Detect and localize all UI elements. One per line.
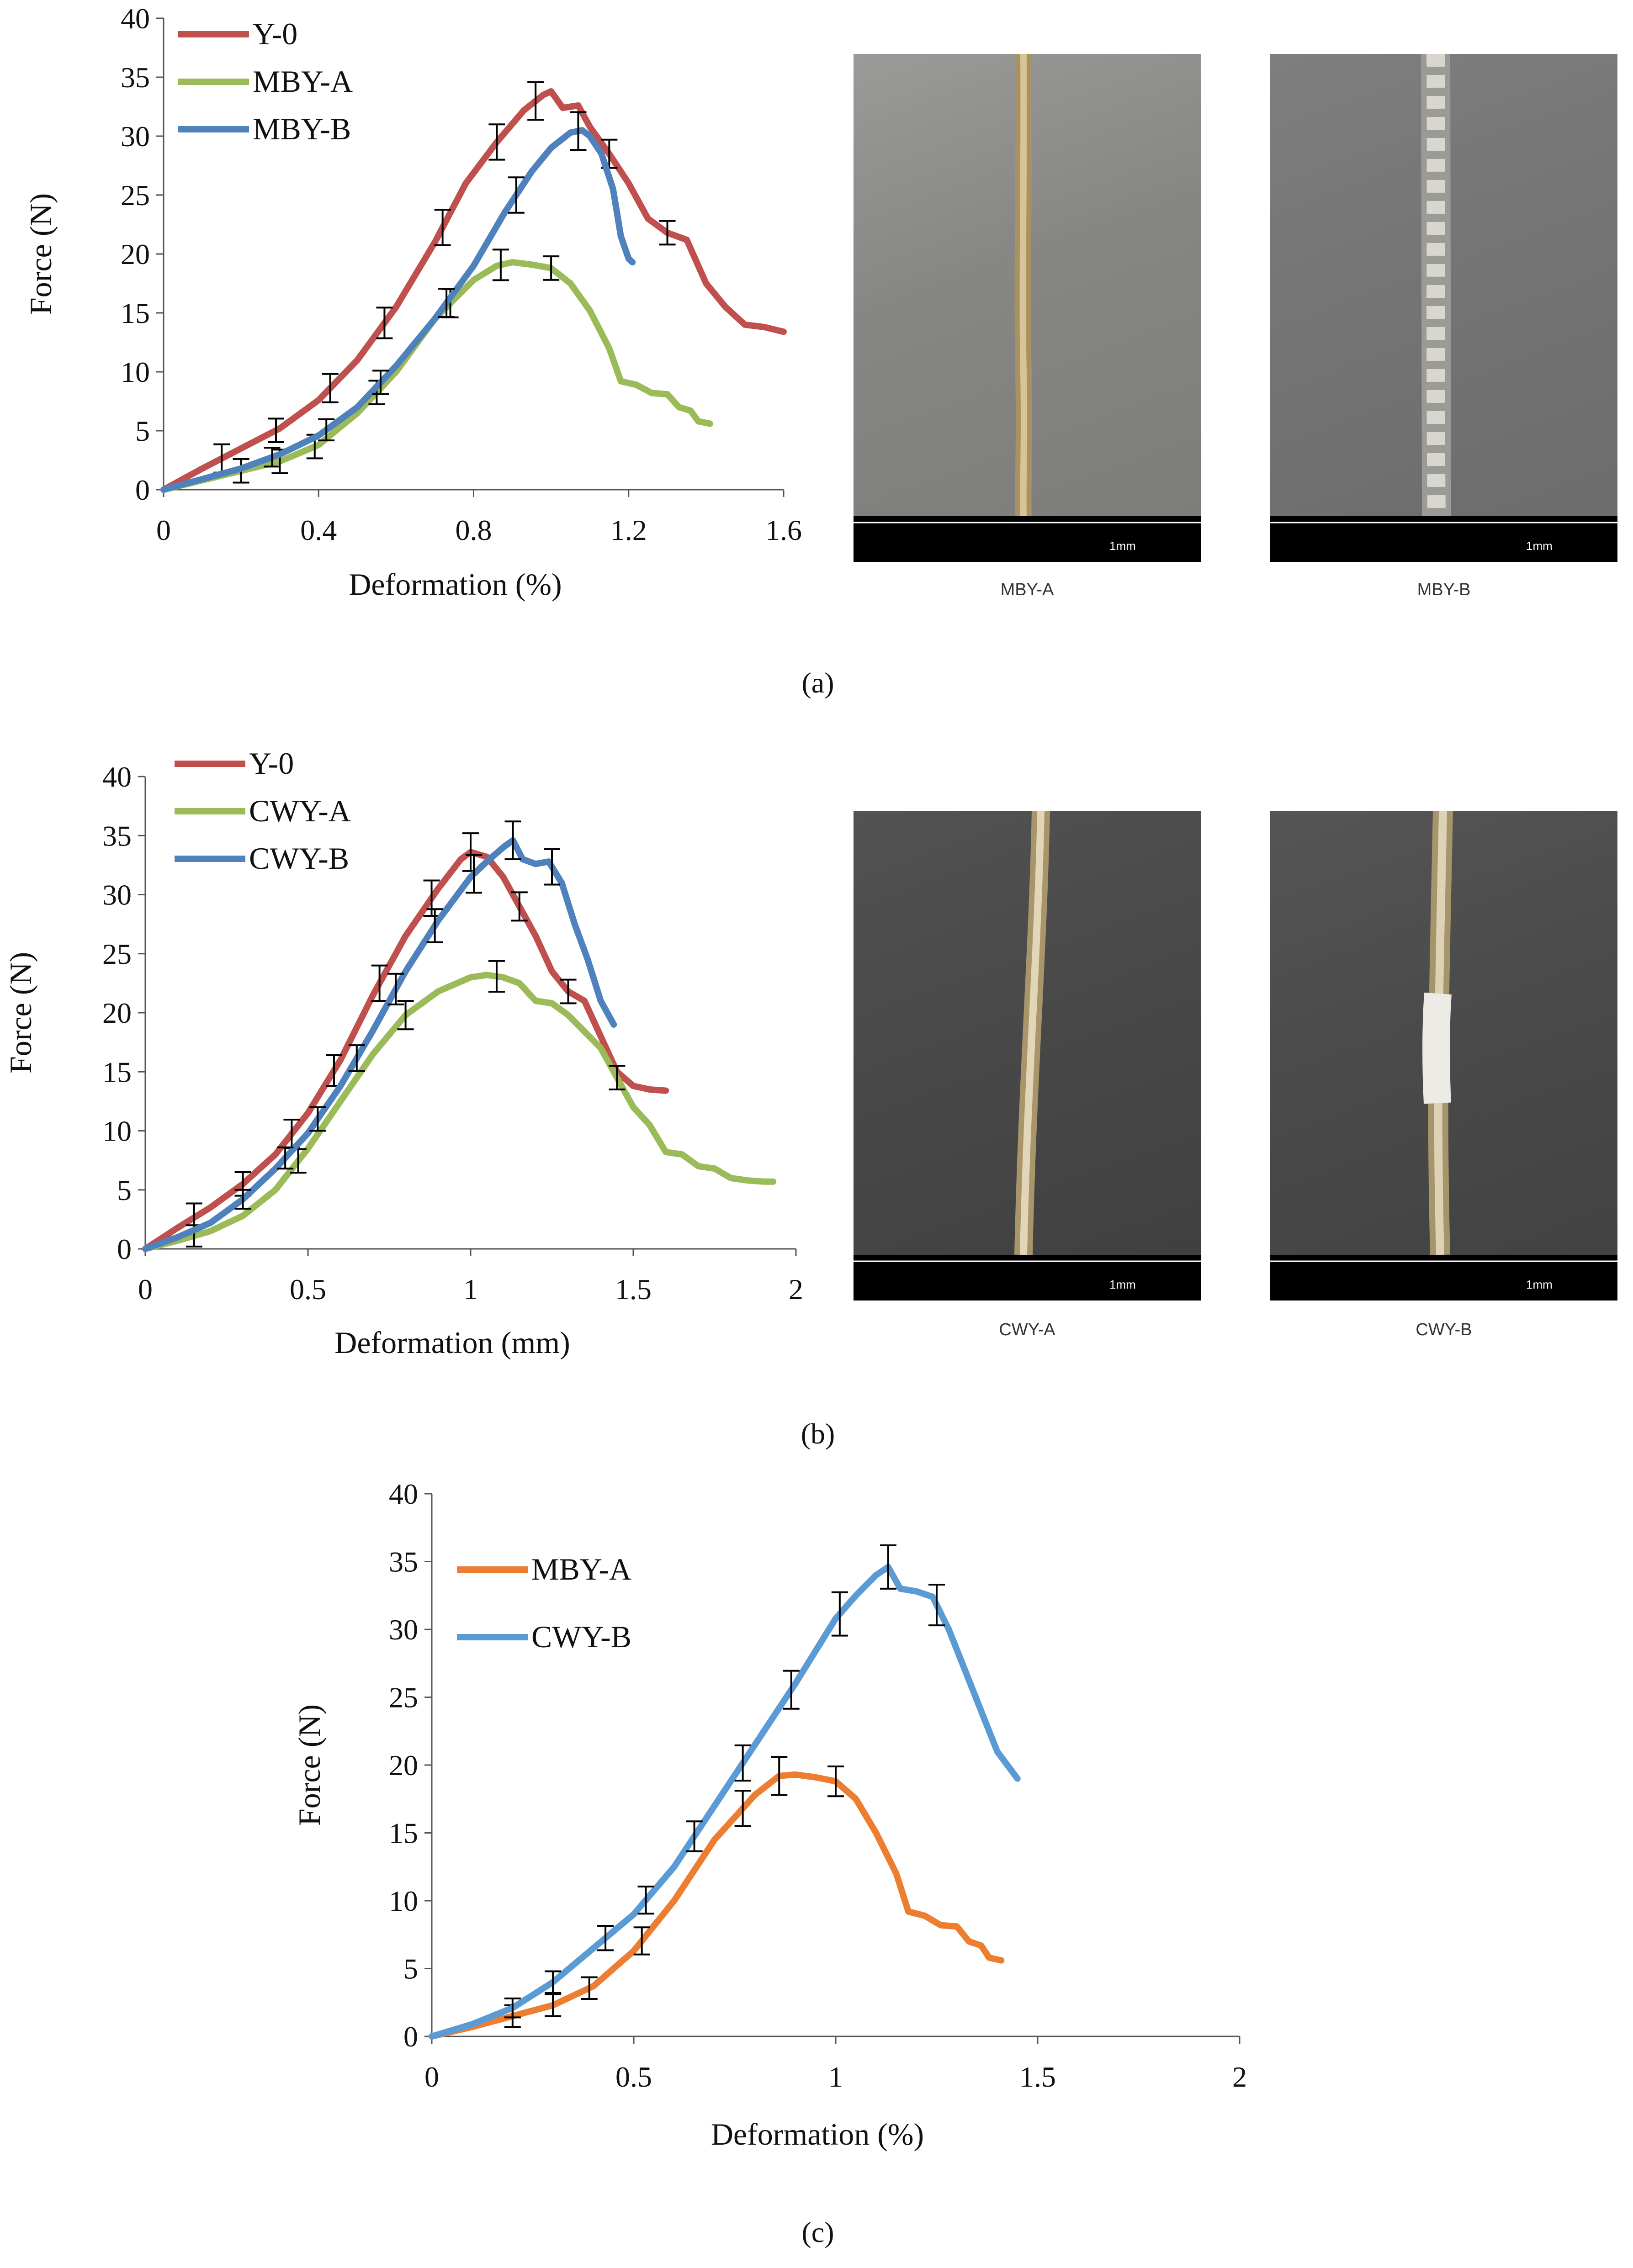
scale-bar-b1: 1mm — [854, 1255, 1201, 1301]
x-tick-label: 1 — [828, 2061, 843, 2093]
x-tick-label: 0 — [138, 1273, 153, 1306]
legend-label: CWY-B — [249, 841, 349, 876]
y-tick-label: 20 — [102, 997, 132, 1029]
series-line-cwy-b — [142, 837, 617, 1252]
yarn-image-mby-b — [1421, 54, 1451, 516]
y-tick-label: 40 — [102, 761, 132, 793]
y-axis-label: Force (N) — [292, 1704, 327, 1826]
y-tick-label: 20 — [389, 1749, 418, 1782]
legend-label: MBY-A — [253, 64, 353, 99]
chart-a: 0 5 10 15 20 25 30 35 40 0 0.4 0.8 1.2 1.6 Deformation… — [23, 2, 802, 602]
scale-label: 1mm — [1109, 1278, 1136, 1291]
x-tick-label: 0 — [424, 2061, 439, 2093]
x-tick-label: 0.5 — [290, 1273, 326, 1306]
photo-label-cwy-a: CWY-A — [999, 1320, 1055, 1339]
y-tick-label: 40 — [389, 1478, 418, 1510]
y-tick-label: 5 — [135, 415, 150, 447]
y-axis-label: Force (N) — [3, 952, 38, 1073]
x-tick-label: 2 — [1232, 2061, 1247, 2093]
y-tick-label: 25 — [121, 179, 150, 211]
y-tick-label: 5 — [117, 1174, 132, 1206]
legend-label: MBY-A — [531, 1552, 631, 1586]
legend-label: CWY-B — [531, 1619, 631, 1654]
y-tick-label: 0 — [403, 2020, 418, 2053]
y-tick-label: 35 — [121, 61, 150, 94]
legend-label: Y-0 — [249, 746, 294, 781]
photo-label-mby-a: MBY-A — [1000, 580, 1054, 599]
legend-label: Y-0 — [253, 16, 297, 51]
y-tick-label: 30 — [102, 879, 132, 911]
caption-a: (a) — [801, 666, 834, 699]
yarn-image-cwy-a — [1014, 811, 1050, 1255]
series-line-mby-a — [160, 259, 713, 493]
caption-b: (b) — [801, 1417, 835, 1450]
photo-label-mby-b: MBY-B — [1417, 580, 1471, 599]
yarn-image-cwy-b — [1422, 811, 1453, 1255]
x-tick-label: 1.5 — [1019, 2061, 1056, 2093]
caption-c: (c) — [801, 2216, 834, 2248]
photo-mby-a — [854, 54, 1201, 516]
series-line-mby-b — [160, 127, 636, 493]
series-line-y-0 — [160, 88, 787, 493]
chart-b: 0 5 10 15 20 25 30 35 40 0 0.5 1 1.5 2 Deformation (mm… — [3, 746, 803, 1360]
x-tick-label: 1.2 — [610, 514, 647, 546]
series-line-mby-a — [429, 1771, 1005, 2040]
scale-label: 1mm — [1109, 539, 1136, 553]
scale-label: 1mm — [1526, 539, 1553, 553]
chart-c: 0 5 10 15 20 25 30 35 40 0 0.5 1 1.5 2 Deformation (%)… — [292, 1478, 1247, 2152]
series-line-cwy-b — [429, 1564, 1021, 2040]
legend-label: MBY-B — [253, 111, 351, 146]
x-axis-label: Deformation (mm) — [334, 1325, 570, 1360]
x-axis-label: Deformation (%) — [711, 2117, 924, 2152]
y-tick-label: 25 — [389, 1681, 418, 1714]
y-tick-label: 35 — [102, 819, 132, 852]
x-tick-label: 0.4 — [300, 514, 337, 546]
series-line-cwy-a — [142, 972, 777, 1252]
y-tick-label: 20 — [121, 238, 150, 270]
scale-bar-a1: 1mm — [854, 516, 1201, 562]
scale-label: 1mm — [1526, 1278, 1553, 1291]
y-tick-label: 30 — [389, 1613, 418, 1646]
scale-bar-b2: 1mm — [1270, 1255, 1617, 1301]
x-tick-label: 1.5 — [615, 1273, 652, 1306]
x-tick-label: 1.6 — [765, 514, 802, 546]
x-tick-label: 1 — [463, 1273, 478, 1306]
y-tick-label: 0 — [117, 1233, 132, 1265]
y-tick-label: 15 — [102, 1056, 132, 1088]
yarn-image-mby-a — [1014, 54, 1032, 516]
y-tick-label: 30 — [121, 120, 150, 153]
scale-bar-a2: 1mm — [1270, 516, 1617, 562]
y-tick-label: 0 — [135, 474, 150, 506]
x-tick-label: 0 — [156, 514, 171, 546]
photo-label-cwy-b: CWY-B — [1416, 1320, 1472, 1339]
y-tick-label: 40 — [121, 2, 150, 35]
y-tick-label: 25 — [102, 938, 132, 970]
series-line-y-0 — [142, 849, 669, 1252]
photo-mby-b — [1270, 54, 1617, 516]
y-tick-label: 35 — [389, 1546, 418, 1578]
y-tick-label: 15 — [389, 1817, 418, 1850]
y-tick-label: 10 — [102, 1115, 132, 1147]
photo-cwy-a — [854, 811, 1201, 1255]
x-tick-label: 0.8 — [456, 514, 492, 546]
photo-cwy-b — [1270, 811, 1617, 1255]
y-tick-label: 10 — [121, 356, 150, 388]
x-tick-label: 2 — [789, 1273, 803, 1306]
y-axis-label: Force (N) — [23, 193, 58, 315]
y-tick-label: 10 — [389, 1885, 418, 1917]
x-axis-label: Deformation (%) — [349, 567, 562, 602]
y-tick-label: 5 — [403, 1953, 418, 1985]
x-tick-label: 0.5 — [615, 2061, 652, 2093]
legend-label: CWY-A — [249, 793, 351, 828]
y-tick-label: 15 — [121, 297, 150, 329]
